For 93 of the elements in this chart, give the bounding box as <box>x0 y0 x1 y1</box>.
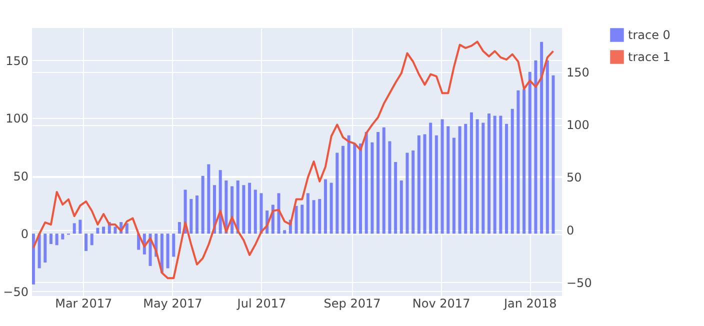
y-tick-label: 0 <box>20 227 28 242</box>
bar <box>336 152 339 234</box>
bar <box>324 179 327 234</box>
y2-tick-label: 150 <box>566 66 590 80</box>
bar <box>400 180 403 234</box>
bar <box>102 226 106 234</box>
bar <box>260 193 263 234</box>
y-tick-label: 50 <box>13 169 28 184</box>
bar <box>429 122 432 234</box>
bar <box>493 116 496 234</box>
bar <box>487 113 490 234</box>
bar <box>218 170 222 234</box>
bar <box>546 60 549 234</box>
bar <box>364 132 368 234</box>
bar <box>417 135 420 234</box>
bar <box>84 234 88 251</box>
bar <box>178 222 181 234</box>
bar <box>166 234 170 268</box>
legend-label: trace 1 <box>628 50 670 64</box>
bar <box>452 138 456 234</box>
bar <box>353 144 356 234</box>
y-tick-label: 100 <box>6 112 28 126</box>
bar <box>499 116 502 234</box>
bar <box>434 135 438 234</box>
y-tick-label: 150 <box>6 54 28 68</box>
x-tick-label: Jul 2017 <box>236 296 286 310</box>
bar <box>394 162 398 234</box>
bar <box>78 220 82 234</box>
bar <box>347 135 350 234</box>
bar <box>236 180 240 234</box>
bar <box>32 234 35 284</box>
legend-label: trace 0 <box>628 28 670 42</box>
bar <box>254 190 257 234</box>
bar <box>61 234 64 240</box>
bar <box>388 141 392 234</box>
bar <box>44 234 47 262</box>
bar <box>482 122 485 234</box>
bar <box>505 124 508 234</box>
bar <box>359 144 362 234</box>
bar <box>446 126 450 234</box>
bar <box>510 108 514 234</box>
x-tick-label: Sep 2017 <box>324 296 381 310</box>
x-tick-label: Jan 2018 <box>502 296 557 310</box>
bar <box>370 142 374 234</box>
bar <box>172 234 176 257</box>
bar <box>242 185 246 234</box>
bar <box>470 112 473 234</box>
bar <box>516 90 520 234</box>
y2-tick-label: 50 <box>566 170 582 185</box>
bar <box>376 132 380 234</box>
bar <box>458 126 462 234</box>
bar <box>49 234 52 244</box>
bar <box>464 124 468 234</box>
x-tick-label: Nov 2017 <box>412 296 470 310</box>
bar <box>440 119 444 234</box>
bar <box>125 223 128 234</box>
y2-tick-label: 100 <box>566 118 590 132</box>
bar <box>552 75 555 234</box>
bar <box>476 119 479 234</box>
bar <box>90 234 94 246</box>
bar <box>528 72 532 234</box>
bar <box>540 42 544 234</box>
bar <box>406 152 409 234</box>
bar <box>318 198 322 234</box>
bar <box>522 89 526 234</box>
bar <box>207 164 210 234</box>
bar <box>412 150 415 234</box>
y2-tick-label: −50 <box>566 276 592 290</box>
line-series <box>32 40 554 280</box>
x-tick-label: May 2017 <box>143 296 202 310</box>
bar <box>283 230 286 234</box>
bar <box>277 193 280 234</box>
bar <box>195 196 198 234</box>
bar <box>248 182 252 234</box>
bar <box>294 206 298 234</box>
bar <box>312 200 316 234</box>
y-tick-label: −50 <box>3 284 28 299</box>
bar <box>201 176 204 234</box>
bar <box>72 223 76 234</box>
bar <box>330 182 333 234</box>
bar <box>534 60 538 234</box>
bar <box>423 134 426 234</box>
bar <box>300 204 304 234</box>
bar <box>55 234 58 246</box>
bar <box>114 226 117 234</box>
y2-tick-label: 0 <box>566 223 574 238</box>
bar <box>341 146 344 234</box>
bar <box>190 198 193 234</box>
bar <box>382 127 386 234</box>
bar <box>306 193 310 234</box>
bar <box>38 234 41 268</box>
bar <box>96 228 100 234</box>
x-tick-label: Mar 2017 <box>55 296 112 310</box>
